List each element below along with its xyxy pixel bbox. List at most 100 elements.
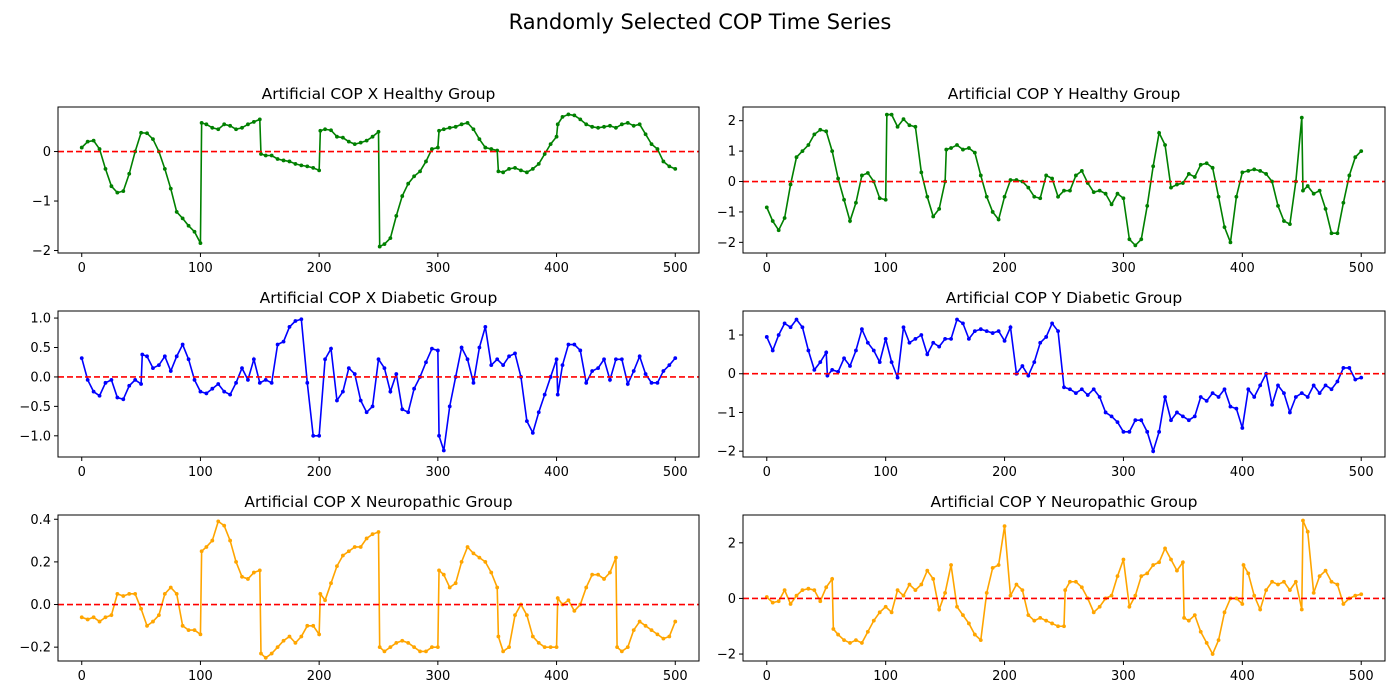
data-point [377,645,382,650]
data-point [972,150,977,155]
data-point [1026,373,1031,378]
data-point [1341,602,1346,606]
data-point [471,127,476,132]
data-point [246,122,250,127]
data-point [85,377,90,382]
data-point [1121,557,1126,562]
axes-frame [742,310,1386,458]
data-point [483,325,488,329]
data-point [293,162,298,166]
data-point [412,645,417,650]
data-point [770,348,775,353]
data-point [794,593,799,598]
axes-frame [57,514,700,662]
data-point [1305,184,1310,188]
data-point [459,559,464,564]
data-point [210,386,215,391]
series-line [766,318,1362,454]
data-point [1204,161,1209,166]
data-point [625,645,630,650]
data-point [1222,610,1227,615]
data-point [1198,629,1203,634]
data-point [329,581,333,586]
data-point [877,196,882,201]
data-point [453,124,458,129]
data-point [257,117,262,122]
data-point [1127,604,1132,609]
data-point [1073,173,1078,178]
data-point [1026,613,1031,618]
data-point [216,127,221,132]
data-point [465,545,470,549]
y-tick-label: −1 [717,406,736,421]
data-point [1186,172,1191,176]
data-point [1145,571,1150,576]
data-point [335,398,339,403]
data-point [578,348,583,353]
data-point [560,363,565,368]
y-tick-label: 0 [43,145,51,160]
data-point [990,565,995,570]
data-point [619,122,624,127]
x-tick-label: 100 [188,261,213,276]
data-point [435,645,440,650]
data-point [1246,387,1251,392]
y-tick-label: −0.2 [19,641,51,656]
data-point [174,210,179,214]
data-point [1359,149,1364,154]
data-point [848,364,852,368]
data-point [1192,414,1197,419]
data-point [489,363,494,368]
data-point [848,641,852,645]
data-point [806,586,811,591]
data-point [667,363,672,368]
data-point [441,572,446,577]
data-point [501,170,506,175]
data-point [103,166,108,171]
data-point [661,369,666,373]
data-point [133,591,138,596]
data-point [794,317,799,322]
data-point [293,640,298,645]
data-point [949,146,953,150]
data-point [877,360,882,365]
data-point [376,530,381,534]
data-point [1151,563,1156,567]
data-point [477,555,482,560]
data-point [859,327,864,332]
data-point [572,342,577,347]
data-point [222,389,227,394]
data-point [376,357,381,362]
data-point [655,147,660,151]
data-point [180,216,185,221]
data-point [602,577,606,581]
data-point [895,588,900,592]
data-point [240,366,244,370]
data-point [1198,162,1203,167]
data-point [825,373,830,378]
data-point [1323,383,1328,388]
data-point [1234,406,1239,411]
data-point [406,640,411,645]
data-point [667,634,672,639]
data-point [495,357,500,362]
data-point [1234,194,1239,199]
data-point [115,190,120,195]
data-point [961,613,965,618]
data-point [1151,164,1156,169]
data-point [1115,191,1120,196]
data-point [673,166,678,171]
x-tick-label: 200 [992,261,1017,276]
data-point [913,336,918,341]
data-point [162,166,167,171]
data-point [412,174,417,179]
data-point [210,125,215,130]
data-point [228,538,233,543]
data-point [1264,172,1269,176]
data-point [145,623,149,628]
y-tick-label: −1 [32,195,51,210]
data-point [1097,395,1102,399]
data-point [1175,182,1179,187]
data-point [996,563,1001,567]
data-point [955,317,959,322]
